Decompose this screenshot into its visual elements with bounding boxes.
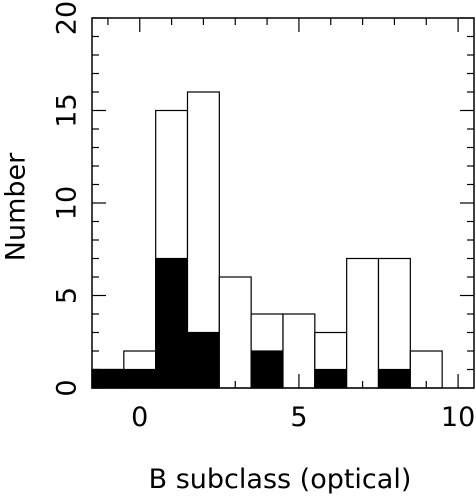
y-tick-label: 15	[52, 93, 83, 127]
bar-open	[218, 276, 252, 389]
x-tick-label: 0	[131, 402, 148, 433]
bar-filled	[155, 257, 189, 389]
bar-open	[346, 257, 380, 389]
y-tick-label: 0	[52, 379, 83, 396]
bar-open	[377, 257, 411, 389]
bar-filled	[186, 331, 220, 389]
tick-labels-layer: 0 5 10 0 5 10 15 20	[52, 1, 476, 433]
x-tick-label: 10	[441, 402, 475, 433]
x-axis-label: B subclass (optical)	[149, 464, 412, 495]
y-tick-label: 10	[52, 186, 83, 220]
y-tick-label: 20	[52, 1, 83, 35]
x-tick-label: 5	[290, 402, 307, 433]
bars-layer	[91, 91, 443, 389]
y-tick-label: 5	[52, 287, 83, 304]
y-axis-label: Number	[1, 152, 32, 261]
plot-frame	[91, 17, 475, 389]
